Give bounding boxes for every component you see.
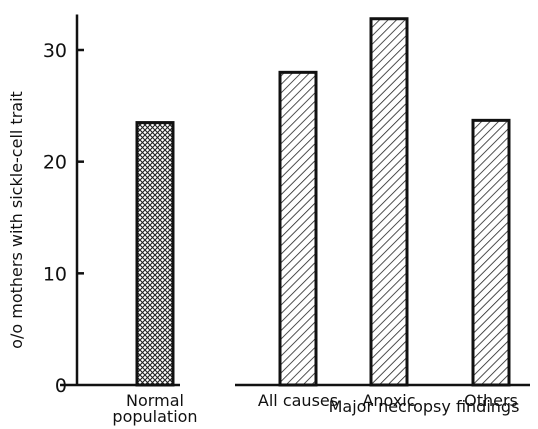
bar — [135, 121, 175, 387]
y-tick-label: 20 — [43, 152, 67, 174]
bars — [135, 17, 511, 387]
bar — [471, 118, 511, 387]
category-label: Normal — [126, 391, 184, 410]
y-tick-label: 10 — [43, 263, 67, 285]
y-axis-label: o/o mothers with sickle-cell trait — [7, 91, 26, 349]
y-tick-label: 30 — [43, 40, 67, 62]
bar — [278, 70, 318, 387]
category-label: population — [112, 407, 197, 426]
y-axis: 0102030 — [43, 14, 84, 397]
category-label: Anoxic — [362, 391, 415, 410]
category-label: Others — [464, 391, 518, 410]
x-group-label: Major necropsy findings — [329, 397, 520, 416]
category-label: All causes — [258, 391, 338, 410]
bar — [369, 17, 409, 387]
